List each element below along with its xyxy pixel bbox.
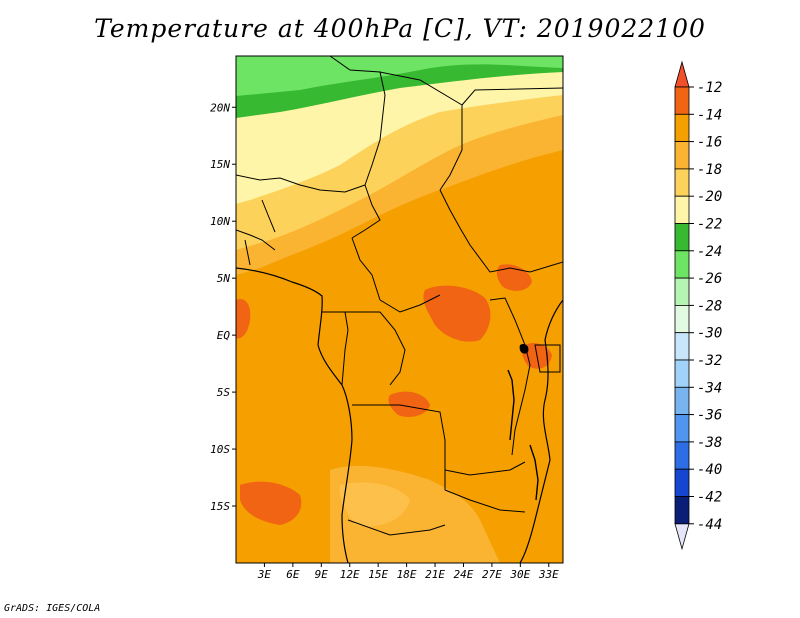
field-warm-angola [388, 391, 430, 417]
colorbar-swatch [674, 223, 690, 252]
lat-label: 20N [210, 101, 230, 114]
colorbar-label: -14 [697, 107, 722, 123]
colorbar: -12 -14 -16 -18 -20 -22 -24 -26 -28 -30 -32 -34 -36 -… [674, 60, 722, 551]
colorbar-label: -42 [697, 490, 722, 506]
colorbar-swatch [674, 304, 690, 334]
colorbar-swatch [674, 168, 690, 197]
colorbar-swatch [674, 359, 690, 388]
lat-label: 10N [210, 215, 230, 228]
colorbar-swatch [674, 332, 690, 361]
field-warm-congo [423, 285, 491, 342]
map-field [236, 56, 563, 563]
lon-label: 21E [425, 568, 445, 581]
colorbar-swatch [674, 468, 690, 497]
field-band-24 [236, 56, 563, 96]
colorbar-label: -44 [697, 517, 722, 533]
lon-label: 33E [538, 568, 559, 581]
colorbar-swatch [674, 496, 690, 525]
lon-label: 18E [397, 568, 417, 581]
colorbar-label: -32 [697, 353, 722, 369]
colorbar-swatch [674, 195, 690, 224]
colorbar-label: -16 [697, 135, 722, 151]
field-warm-gulf [236, 299, 251, 339]
lat-label: 5N [217, 272, 231, 285]
lon-label: 15E [368, 568, 388, 581]
latitude-axis: 20N 15N 10N 5N EQ 5S 10S 15S [210, 101, 236, 513]
lon-label: 24E [454, 568, 474, 581]
colorbar-label: -18 [697, 162, 722, 178]
colorbar-swatch [674, 141, 690, 170]
lon-label: 27E [482, 568, 502, 581]
country-borders [236, 56, 563, 536]
lon-label: 6E [286, 568, 300, 581]
lat-label: 10S [210, 443, 230, 456]
colorbar-top-arrow [674, 60, 690, 88]
lon-label: 3E [257, 568, 272, 581]
lon-label: 30E [509, 568, 530, 581]
colorbar-label: -24 [697, 244, 722, 260]
colorbar-label: -34 [697, 380, 722, 396]
colorbar-label: -36 [697, 408, 722, 424]
lon-label: 9E [315, 568, 329, 581]
colorbar-swatch [674, 277, 690, 306]
colorbar-label: -38 [697, 435, 722, 451]
colorbar-swatch [674, 441, 690, 470]
lat-label: 15N [210, 158, 230, 171]
lat-label: EQ [217, 329, 231, 342]
lon-label: 12E [340, 568, 360, 581]
grads-credit: GrADS: IGES/COLA [4, 603, 101, 614]
colorbar-swatch [674, 386, 690, 415]
colorbar-bottom-arrow [674, 523, 690, 551]
colorbar-swatch [674, 414, 690, 443]
colorbar-label: -12 [697, 80, 722, 96]
coastlines [236, 267, 563, 563]
map-frame [235, 55, 564, 564]
colorbar-label: -30 [697, 326, 722, 342]
lat-label: 15S [210, 500, 230, 513]
field-south-lighter [339, 482, 410, 527]
longitude-axis: 3E 6E 9E 12E 15E 18E 21E 24E 27E 30E 33E [257, 563, 559, 581]
colorbar-swatch [674, 113, 690, 143]
colorbar-swatch [674, 86, 690, 115]
colorbar-label: -22 [697, 217, 722, 233]
colorbar-label: -20 [697, 189, 722, 205]
colorbar-label: -28 [697, 298, 722, 314]
lat-label: 5S [217, 386, 231, 399]
chart-title: Temperature at 400hPa [C], VT: 201902210… [94, 14, 706, 43]
colorbar-swatch [674, 250, 690, 279]
colorbar-label: -26 [697, 271, 722, 287]
field-warm-southwest [240, 481, 302, 525]
colorbar-label: -40 [697, 462, 722, 478]
water-bodies [507, 343, 561, 501]
